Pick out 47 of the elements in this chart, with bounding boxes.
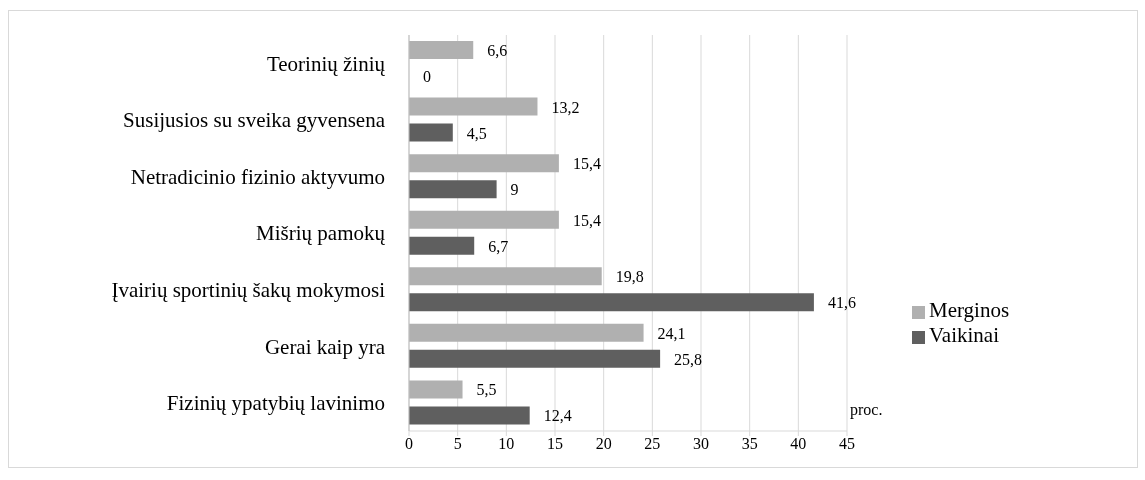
bar <box>409 267 602 286</box>
data-label: 6,7 <box>488 237 509 255</box>
x-tick-label: 10 <box>498 435 515 453</box>
x-tick-label: 20 <box>595 435 612 453</box>
x-tick-label: 45 <box>839 435 855 453</box>
x-tick-label: 40 <box>790 435 807 453</box>
data-label: 25,8 <box>674 350 703 368</box>
bar <box>409 380 463 399</box>
bar <box>409 180 497 199</box>
data-label: 0 <box>423 68 431 85</box>
y-tick-label: Fizinių ypatybių lavinimo <box>166 391 385 416</box>
data-label: 9 <box>510 181 519 199</box>
bar <box>409 97 538 116</box>
data-label: 13,2 <box>551 98 580 116</box>
x-axis-title: proc. <box>850 401 883 419</box>
x-tick-label: 25 <box>644 435 661 453</box>
data-label: 4,5 <box>466 124 487 142</box>
bar <box>409 406 530 425</box>
bar <box>409 323 644 342</box>
bar <box>409 236 475 255</box>
y-tick-label: Teorinių žinių <box>266 51 386 76</box>
x-tick-label: 5 <box>453 435 462 453</box>
bar <box>409 210 559 229</box>
data-label: 12,4 <box>543 407 572 425</box>
y-tick-label: Gerai kaip yra <box>264 334 386 359</box>
bar <box>409 123 453 142</box>
bar <box>409 41 474 59</box>
bar <box>409 349 661 368</box>
data-label: 15,4 <box>572 155 601 173</box>
y-tick-label: Netradicinio fizinio aktyvumo <box>130 164 385 189</box>
y-tick-label: Mišrių pamokų <box>256 221 386 246</box>
x-tick-label: 30 <box>693 435 709 453</box>
data-label: 6,6 <box>487 42 508 59</box>
x-tick-label: 35 <box>741 435 758 453</box>
data-label: 19,8 <box>615 268 644 286</box>
data-label: 5,5 <box>476 381 497 399</box>
x-tick-label: 15 <box>547 435 563 453</box>
legend-label: Merginos <box>929 298 1010 322</box>
y-tick-label: Įvairių sportinių šakų mokymosi <box>111 278 386 303</box>
bar <box>409 293 814 312</box>
data-label: 41,6 <box>827 294 856 312</box>
data-label: 24,1 <box>657 324 686 342</box>
data-label: 15,4 <box>572 211 601 229</box>
bar <box>409 154 559 173</box>
legend-label: Vaikinai <box>929 323 999 347</box>
y-tick-label: Susijusios su sveika gyvensena <box>123 108 386 133</box>
x-tick-label: 0 <box>405 435 413 453</box>
